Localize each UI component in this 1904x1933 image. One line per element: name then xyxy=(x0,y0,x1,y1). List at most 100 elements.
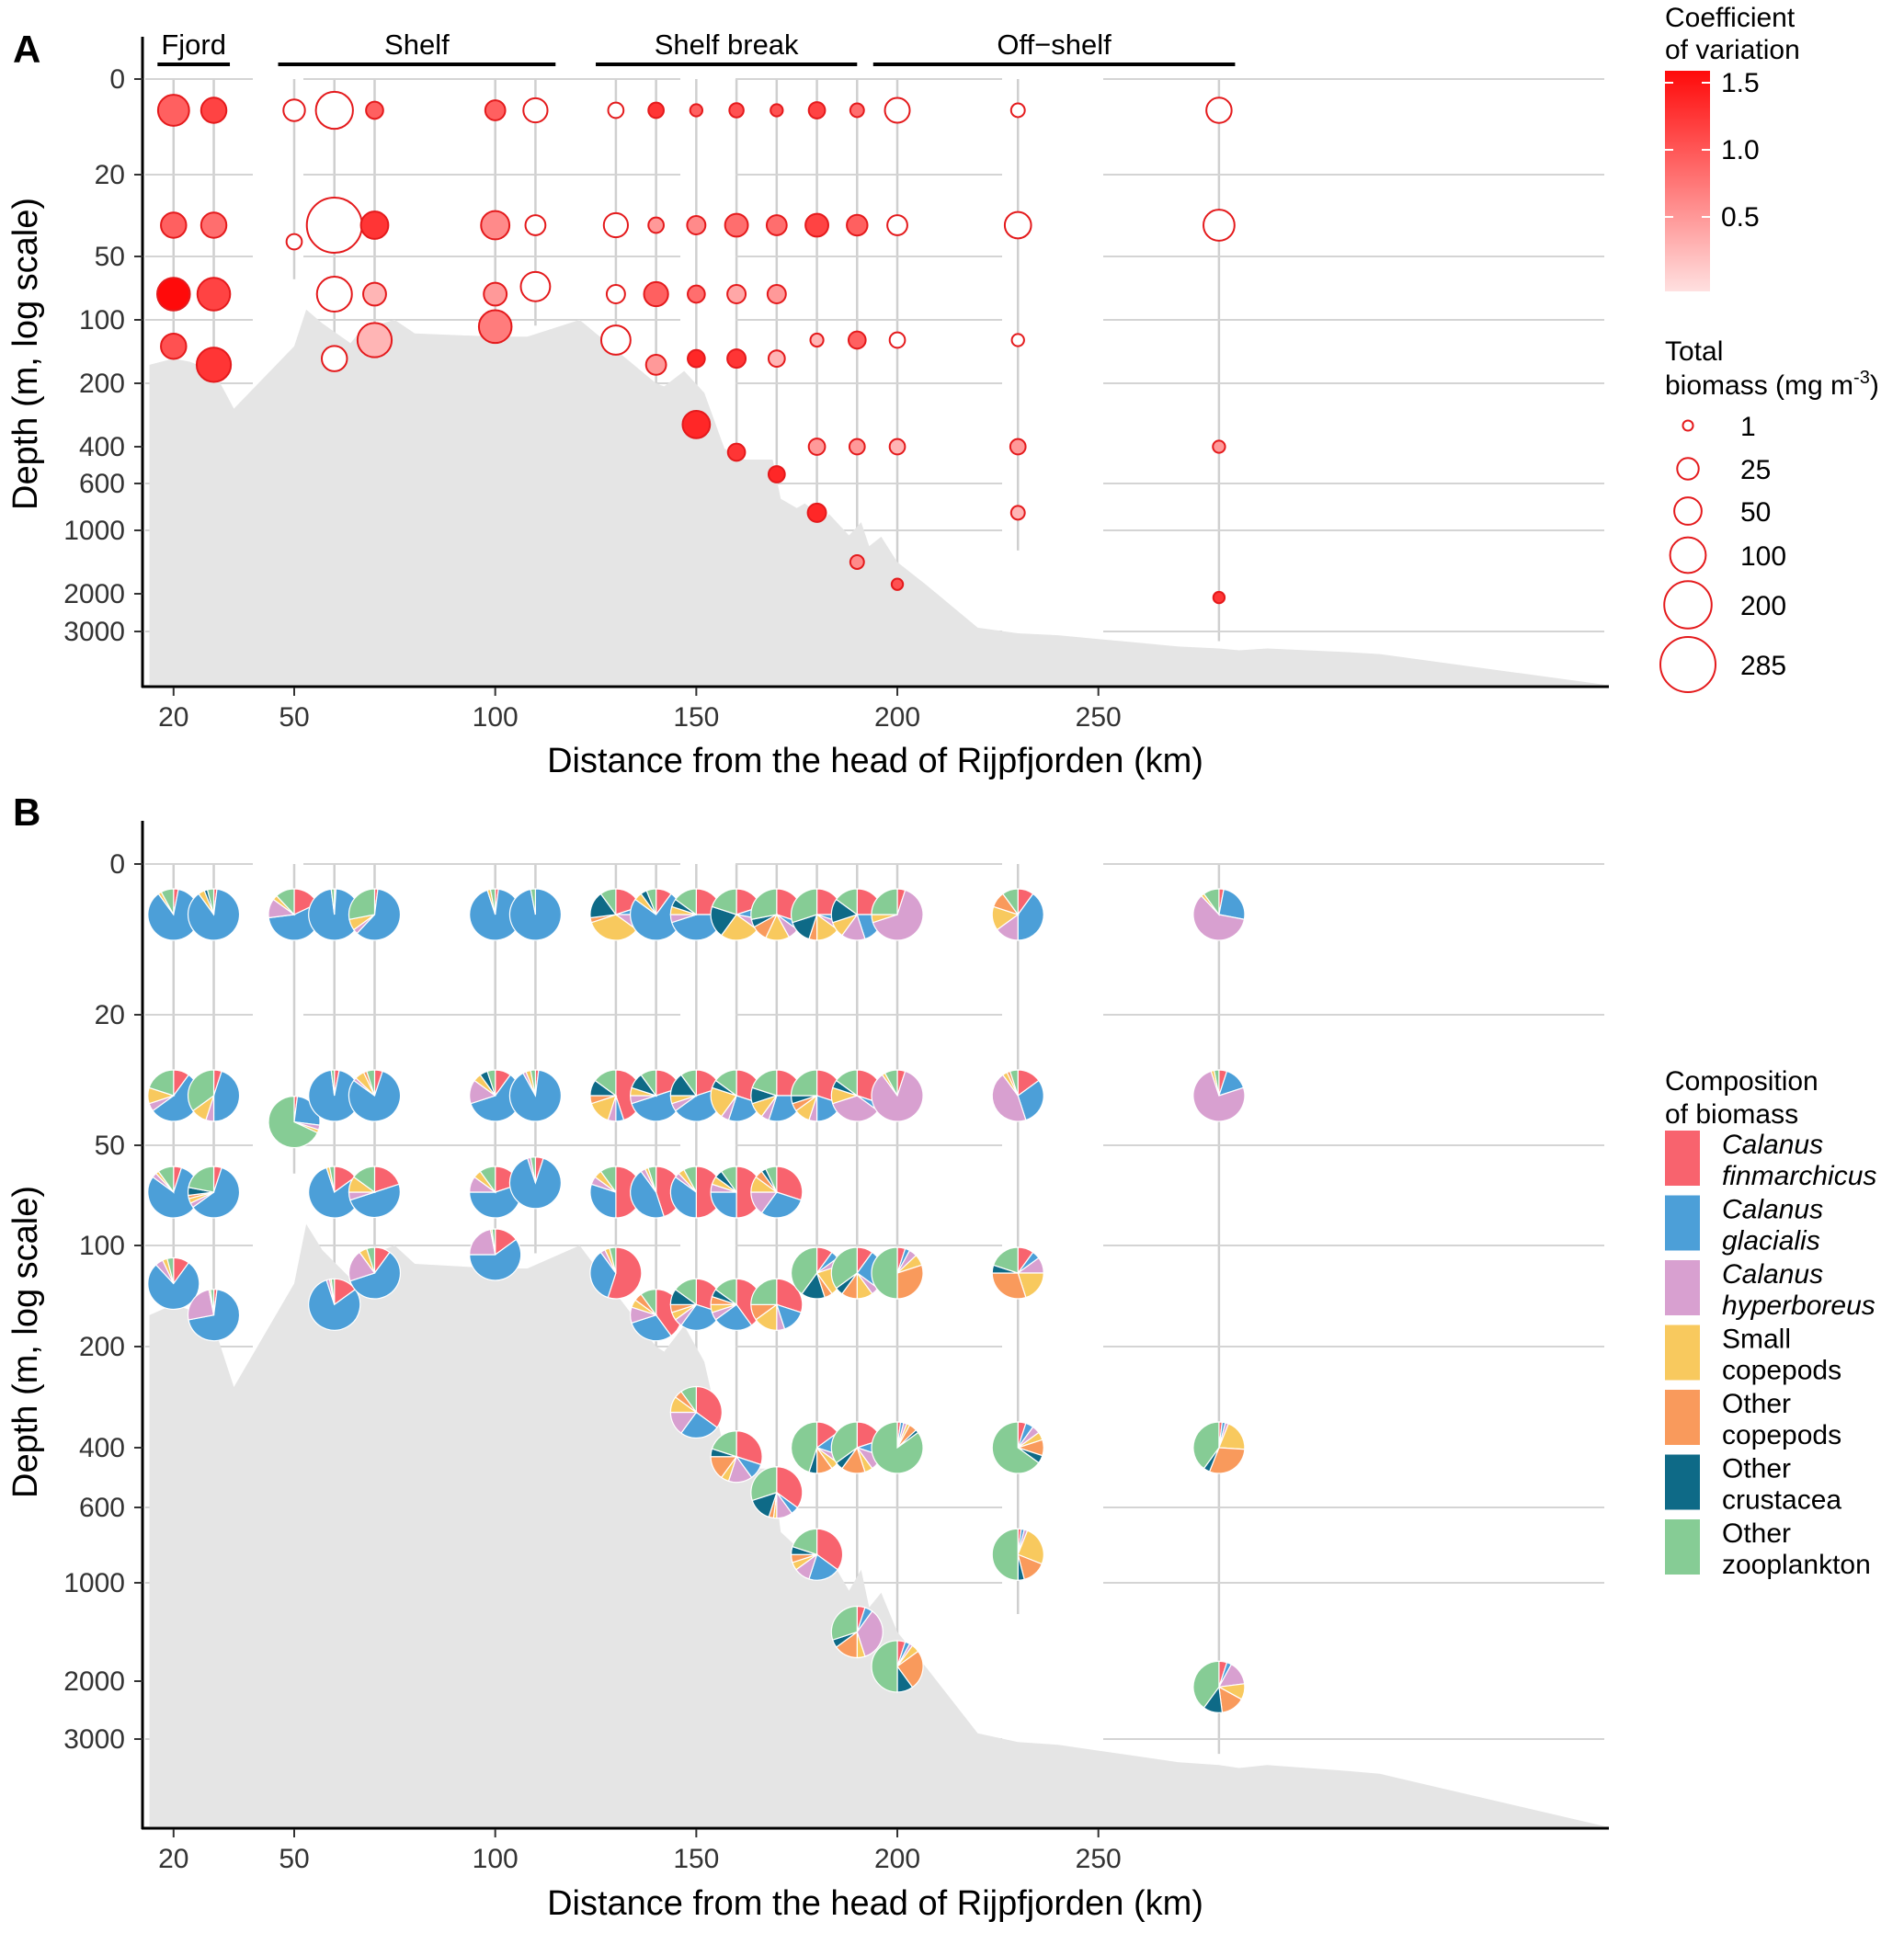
pie-slice xyxy=(469,1228,496,1256)
pie-slice xyxy=(366,1246,376,1274)
composition-pie xyxy=(871,1640,924,1693)
composition-key-swatch xyxy=(1665,1131,1700,1186)
panel-a-bathymetry xyxy=(149,309,1606,685)
biomass-bubble xyxy=(607,101,625,119)
x-tick-label: 200 xyxy=(874,702,920,733)
composition-pie xyxy=(669,1278,723,1331)
composition-pie xyxy=(790,1069,844,1122)
composition-pie xyxy=(1192,888,1246,941)
pie-slice xyxy=(508,1069,562,1122)
biomass-bubble xyxy=(305,197,363,254)
composition-pie xyxy=(830,1421,884,1474)
pie-slice xyxy=(835,1069,858,1097)
pie-slice xyxy=(683,1165,697,1193)
pie-slice xyxy=(695,1385,723,1428)
pie-slice xyxy=(896,1650,924,1689)
composition-pie xyxy=(348,1246,402,1300)
panel-letter-b: B xyxy=(13,790,40,834)
region-label: Shelf xyxy=(384,28,450,61)
pie-slice xyxy=(1001,888,1019,916)
biomass-legend-title-exponent: -3 xyxy=(1853,368,1870,388)
pie-slice xyxy=(640,1289,657,1317)
pie-slice xyxy=(751,1069,778,1097)
composition-legend-title-1: Composition xyxy=(1665,1066,1818,1097)
composition-pie xyxy=(991,1528,1044,1581)
biomass-bubble xyxy=(599,324,632,356)
pie-slice xyxy=(486,1069,496,1097)
composition-pie xyxy=(790,1528,844,1581)
biomass-bubble xyxy=(806,502,827,523)
composition-pie xyxy=(308,1165,361,1219)
pie-slice xyxy=(735,1430,763,1466)
composition-pie xyxy=(1192,1421,1246,1474)
y-tick-label: 50 xyxy=(95,1131,125,1161)
composition-key-swatch xyxy=(1665,1195,1700,1251)
composition-key-swatch xyxy=(1665,1519,1700,1575)
biomass-bubble xyxy=(196,277,232,312)
biomass-legend-title-2: biomass (mg m-3) xyxy=(1665,368,1879,401)
pie-slice xyxy=(328,1165,336,1193)
composition-pie xyxy=(871,1069,924,1122)
biomass-bubble xyxy=(1009,505,1026,521)
composition-key-label-2: zooplankton xyxy=(1722,1550,1871,1580)
pie-slice xyxy=(188,1165,215,1193)
biomass-bubble xyxy=(726,442,747,462)
y-tick-label: 1000 xyxy=(63,1568,125,1598)
y-tick-label: 20 xyxy=(95,160,125,190)
panel-a: A Fjord Shelf Shelf break Off−shelf 0205010… xyxy=(6,3,1879,780)
pie-slice xyxy=(469,1238,522,1281)
y-tick-label: 0 xyxy=(109,849,125,880)
pie-slice xyxy=(275,888,295,916)
pie-slice xyxy=(1192,894,1246,941)
composition-pie xyxy=(187,1165,241,1219)
composition-key-label-2: crustacea xyxy=(1722,1485,1841,1516)
biomass-bubble xyxy=(644,353,667,376)
y-tick-label: 100 xyxy=(79,305,125,335)
biomass-bubble xyxy=(480,210,511,241)
composition-pie xyxy=(790,888,844,941)
pie-slice xyxy=(349,1251,402,1300)
pie-slice xyxy=(871,1070,924,1122)
composition-pie xyxy=(308,1278,361,1331)
pie-slice xyxy=(991,1272,1027,1300)
pie-slice xyxy=(680,1069,697,1097)
biomass-bubble xyxy=(484,99,507,121)
composition-pie xyxy=(469,1228,522,1281)
biomass-bubble xyxy=(687,284,706,304)
composition-pie xyxy=(669,1385,723,1439)
composition-legend-title-2: of biomass xyxy=(1665,1099,1798,1130)
biomass-bubble xyxy=(477,309,513,345)
pie-slice xyxy=(308,1279,361,1331)
pie-slice xyxy=(674,1278,697,1306)
composition-pie xyxy=(871,888,924,941)
composition-key-swatch xyxy=(1665,1325,1700,1381)
biomass-bubble xyxy=(890,577,905,591)
composition-pie xyxy=(508,888,563,941)
composition-pie xyxy=(508,1069,562,1122)
composition-pie xyxy=(750,1278,804,1331)
biomass-bubble xyxy=(807,101,827,119)
biomass-bubble xyxy=(847,330,867,350)
biomass-bubble xyxy=(766,284,787,304)
pie-slice xyxy=(871,1246,898,1300)
pie-slice xyxy=(630,1170,666,1219)
pie-slice xyxy=(479,1165,496,1194)
y-tick-label: 600 xyxy=(79,469,125,499)
pie-slice xyxy=(871,1421,924,1474)
composition-pie xyxy=(871,1246,924,1300)
biomass-bubble xyxy=(602,211,629,239)
pie-slice xyxy=(348,888,376,920)
pie-slice xyxy=(830,1605,858,1641)
panel-b-y-ticks: 0 20 50 100 200 400 600 1000 2000 3000 xyxy=(63,849,143,1755)
biomass-bubble xyxy=(770,103,784,118)
x-tick-label: 50 xyxy=(279,702,309,733)
biomass-bubble xyxy=(1212,590,1226,605)
y-tick-label: 400 xyxy=(79,432,125,462)
biomass-bubble xyxy=(647,216,665,234)
biomass-bubble xyxy=(846,213,869,237)
biomass-bubble xyxy=(728,102,745,119)
pie-slice xyxy=(647,1165,657,1193)
pie-slice xyxy=(352,1165,376,1194)
pie-slice xyxy=(680,1385,697,1415)
